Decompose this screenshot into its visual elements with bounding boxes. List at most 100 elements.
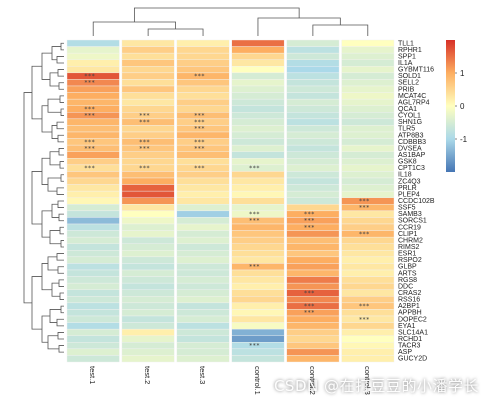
heatmap-cell-control.1-SOLD1 [231, 72, 285, 80]
significance-marker: *** [249, 165, 260, 172]
heatmap-cell-test.1-CCR19 [66, 223, 120, 231]
heatmap-cell-control.1-SHN1G [231, 118, 285, 126]
heatmap-cell-test.2-RCHD1 [121, 335, 175, 343]
row-label: AGL7RP4 [398, 99, 430, 106]
dendrogram-branch [59, 226, 64, 235]
heatmap-cell-test.1-RSS16 [66, 296, 120, 304]
heatmap-cell-test.1-GLBP [66, 263, 120, 271]
heatmap-cell-control.2-SLC14A1 [286, 328, 340, 336]
row-label: ASP [398, 349, 412, 356]
heatmap-cell-test.3-TACR3 [176, 342, 230, 350]
legend-colorbar [446, 40, 455, 172]
heatmap-cell-test.2-TLR5 [121, 125, 175, 133]
heatmap-cell-control.1-CRAS2 [231, 289, 285, 297]
row-label: IL1A [398, 60, 413, 67]
dendrogram-branch [257, 17, 341, 36]
significance-marker: *** [84, 80, 95, 87]
significance-marker: *** [84, 73, 95, 80]
row-label: DOPEC2 [398, 316, 427, 323]
heatmap-cell-test.3-DOPEC2 [176, 315, 230, 323]
heatmap-cell-test.2-GSK8 [121, 158, 175, 166]
row-label: SAMB3 [398, 211, 422, 218]
heatmap-cell-control.2-GSK8 [286, 158, 340, 166]
row-label: CYOL1 [398, 113, 421, 120]
significance-marker: *** [359, 205, 370, 212]
heatmap-cell-test.3-GSK8 [176, 158, 230, 166]
dendrogram-branch [56, 56, 64, 64]
heatmap-cell-test.1-ARTS [66, 269, 120, 277]
row-label: GSK8 [398, 159, 417, 166]
heatmap-cell-control.2-RCHD1 [286, 335, 340, 343]
dendrogram-branch [58, 213, 64, 222]
column-labels: test.1 test.2 test.3 control.1 control.2 cont… [88, 366, 372, 395]
dendrogram-branch [47, 256, 58, 271]
heatmap-cell-control.3-RGS8 [341, 276, 395, 284]
dendrogram-branch [59, 161, 64, 169]
heatmap-cell-control.2-CHRM2 [286, 236, 340, 244]
significance-marker: *** [359, 316, 370, 323]
heatmap-cell-control.2-SOLD1 [286, 72, 340, 80]
significance-marker: *** [84, 165, 95, 172]
dendrogram-branch [41, 52, 52, 80]
heatmap-cell-control.2-MCAT4C [286, 92, 340, 100]
significance-marker: *** [359, 303, 370, 310]
heatmap-cell-control.3-SORCS1 [341, 217, 395, 225]
legend-tick-label: -1 [460, 135, 468, 144]
heatmap-cell-test.2-RSPO2 [121, 256, 175, 264]
heatmap-cell-test.2-ASP [121, 348, 175, 356]
row-label: EYA1 [398, 323, 415, 330]
heatmap-cell-control.2-PLEP4 [286, 190, 340, 198]
heatmap-cell-test.3-ESR1 [176, 250, 230, 258]
significance-marker: *** [304, 211, 315, 218]
dendrogram-branch [147, 28, 204, 36]
heatmap-cell-test.3-ATP8B3 [176, 131, 230, 139]
heatmap-cell-test.3-EYA1 [176, 322, 230, 330]
heatmap-cell-test.3-CRAS2 [176, 289, 230, 297]
heatmap-cell-control.2-TLR5 [286, 125, 340, 133]
heatmap-cell-test.1-DOPEC2 [66, 315, 120, 323]
heatmap-cell-test.2-SOLD1 [121, 72, 175, 80]
heatmap-cell-test.2-AGL7RP4 [121, 98, 175, 106]
heatmap-cell-test.1-AS1BAP [66, 151, 120, 159]
heatmap-cell-control.2-QCA1 [286, 105, 340, 113]
row-label: ARTS [398, 270, 417, 277]
heatmap-cell-test.2-A2BP1 [121, 302, 175, 310]
heatmap-cell-test.3-PRLR [176, 184, 230, 192]
dendrogram-branch [58, 279, 64, 287]
significance-marker: *** [84, 139, 95, 146]
row-label: SELL2 [398, 80, 419, 87]
dendrogram-branch [47, 335, 59, 350]
heatmap-cell-test.3-IL18 [176, 171, 230, 179]
heatmap-cell-test.1-TACR3 [66, 342, 120, 350]
heatmap-cell-test.1-TLL1 [66, 39, 120, 47]
row-label: RSPO2 [398, 257, 422, 264]
heatmap-cell-control.3-AGL7RP4 [341, 98, 395, 106]
heatmap-cell-test.2-ZC4Q3 [121, 177, 175, 185]
heatmap-cell-test.2-SLC14A1 [121, 328, 175, 336]
dendrogram-branch [57, 134, 64, 143]
dendrogram-branch [31, 276, 42, 330]
heatmap-cell-test.3-MCAT4C [176, 92, 230, 100]
row-label: A2BP1 [398, 303, 420, 310]
row-label: ATP8B3 [398, 132, 424, 139]
dendrogram-branch [49, 309, 61, 323]
heatmap-cell-control.1-IL1A [231, 59, 285, 67]
heatmap-cell-control.1-EYA1 [231, 322, 285, 330]
significance-marker: *** [194, 126, 205, 133]
heatmap-cell-control.2-DOPEC2 [286, 315, 340, 323]
heatmap-cell-test.3-AS1BAP [176, 151, 230, 159]
heatmap-cell-control.2-CDBBB3 [286, 138, 340, 146]
heatmap-cell-test.2-RGS8 [121, 276, 175, 284]
heatmap-cell-test.2-ESR1 [121, 250, 175, 258]
heatmap-cell-control.3-ESR1 [341, 250, 395, 258]
heatmap-cell-test.2-ARTS [121, 269, 175, 277]
heatmap-cell-test.3-A2BP1 [176, 302, 230, 310]
heatmap-cell-control.2-CLIP1 [286, 230, 340, 238]
dendrogram-branch [56, 253, 64, 261]
heatmap-cell-control.3-DDC [341, 282, 395, 290]
heatmap-cell-control.2-RSS16 [286, 296, 340, 304]
dendrogram-branch [57, 200, 64, 208]
heatmap-cell-test.3-RIMS2 [176, 243, 230, 251]
heatmap-cell-test.2-DOPEC2 [121, 315, 175, 323]
